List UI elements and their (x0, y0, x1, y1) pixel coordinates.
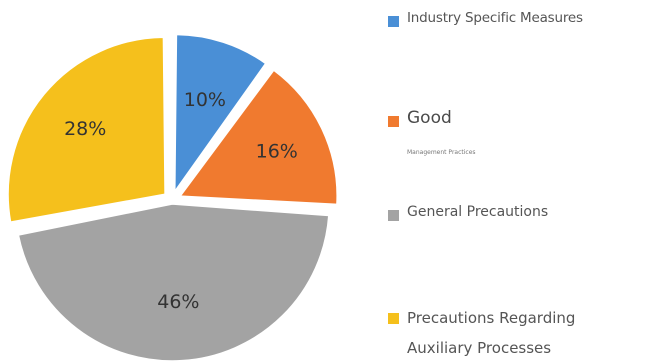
legend-label: General Precautions (407, 204, 548, 220)
slice-value-label: 16% (256, 141, 298, 163)
legend-sublabel: Management Practices (407, 149, 476, 156)
legend-label: Good (407, 108, 452, 128)
legend-label-line-1: Precautions Regarding (407, 303, 575, 333)
legend-label-line-2: Auxiliary Processes (407, 333, 575, 363)
legend-label: Industry Specific Measures (407, 10, 583, 26)
legend: Industry Specific Measures Good Manageme… (388, 0, 645, 361)
legend-swatch (388, 210, 399, 221)
legend-swatch (388, 16, 399, 27)
pie-slice (18, 204, 328, 361)
legend-swatch (388, 116, 399, 127)
slice-value-label: 28% (64, 118, 106, 140)
legend-swatch (388, 313, 399, 324)
slice-value-label: 46% (157, 291, 199, 313)
slice-value-label: 10% (184, 89, 226, 111)
pie-chart: 10% 16% 46% 28% (0, 0, 360, 361)
legend-label-multiline: Precautions Regarding Auxiliary Processe… (407, 303, 575, 363)
